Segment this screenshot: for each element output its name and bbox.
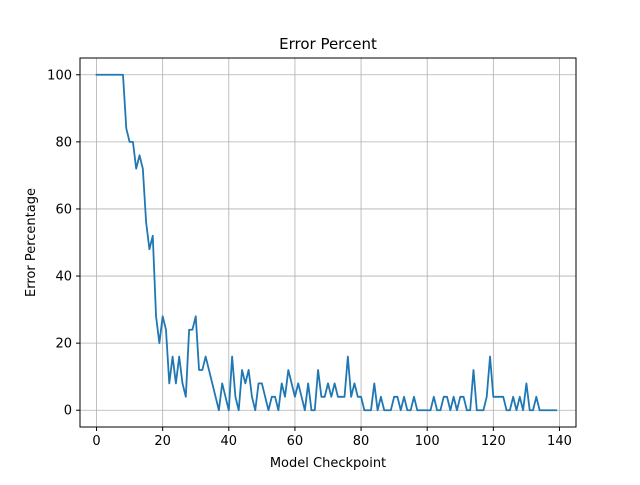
- x-tick-label: 20: [154, 434, 171, 449]
- plot-frame: [79, 57, 577, 428]
- y-tick-label: 0: [64, 404, 72, 419]
- x-tick-label: 0: [92, 434, 100, 449]
- x-axis-label: Model Checkpoint: [270, 456, 386, 471]
- x-tick-label: 120: [481, 434, 506, 449]
- x-tick-label: 40: [221, 434, 238, 449]
- y-tick-label: 20: [55, 337, 72, 352]
- x-tick-label: 80: [353, 434, 370, 449]
- series-layer: [95, 73, 558, 412]
- y-tick-label: 100: [47, 68, 72, 83]
- chart-title: Error Percent: [279, 35, 377, 53]
- grid: [80, 58, 576, 427]
- y-axis-label: Error Percentage: [24, 188, 39, 297]
- y-tick-label: 60: [55, 202, 72, 217]
- x-tick-label: 60: [287, 434, 304, 449]
- ticks: 0 20 40 60 80 100 120 140 0 20 40 60 80 100: [47, 68, 572, 449]
- x-tick-label: 140: [547, 434, 572, 449]
- x-tick-label: 100: [415, 434, 440, 449]
- y-tick-label: 80: [55, 135, 72, 150]
- series-line-error-percentage: [95, 73, 558, 412]
- y-tick-label: 40: [55, 270, 72, 285]
